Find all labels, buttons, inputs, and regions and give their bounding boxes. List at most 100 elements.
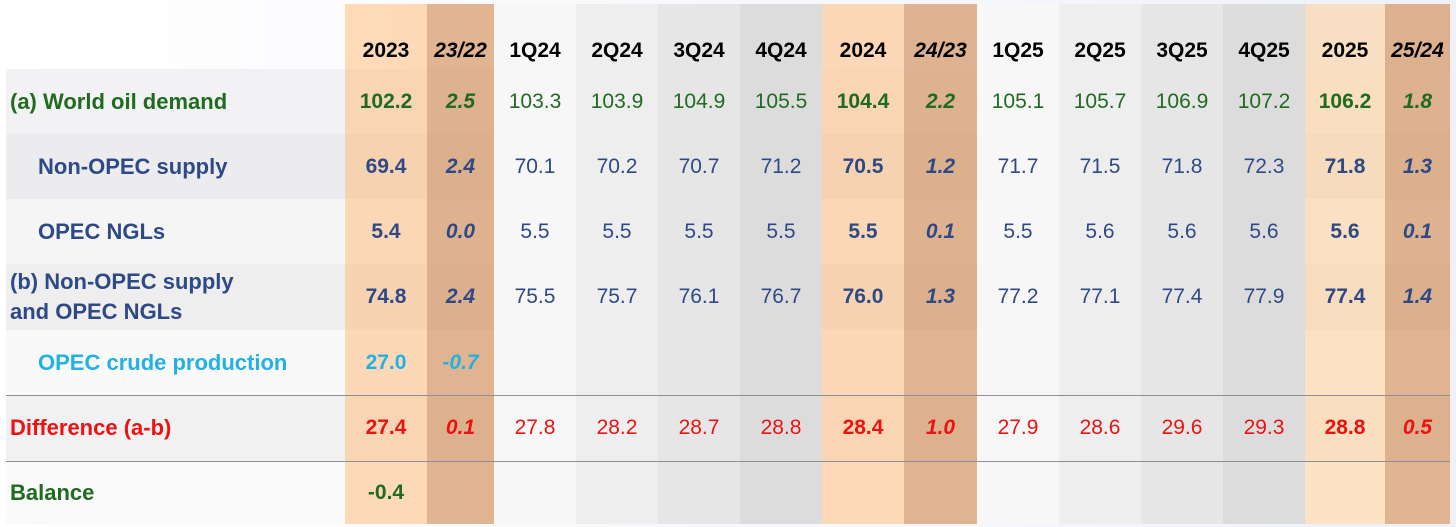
table-cell: 28.4 — [842, 416, 884, 439]
table-cell: 1.8 — [1402, 89, 1433, 113]
table-cell: 0.1 — [1402, 219, 1433, 243]
column-stripe — [1385, 4, 1450, 524]
table-cell: 1.0 — [925, 416, 956, 439]
table-cell: 104.9 — [672, 89, 726, 113]
table-cell: 70.2 — [596, 154, 638, 178]
row-label-line: (b) Non-OPEC supply — [10, 269, 234, 294]
table-cell: 27.9 — [997, 416, 1039, 439]
table-cell: 77.4 — [1161, 285, 1203, 308]
column-stripe — [345, 4, 427, 524]
table-cell: 71.8 — [1161, 154, 1203, 178]
table-cell: 71.2 — [760, 154, 802, 178]
table-cell: 77.2 — [997, 285, 1039, 308]
row-label: OPEC crude production — [38, 349, 288, 375]
table-cell: 106.2 — [1318, 89, 1372, 113]
column-stripe — [1223, 4, 1305, 524]
table-cell: 1.3 — [1402, 154, 1433, 178]
table-cell: 5.5 — [684, 219, 714, 243]
table-cell: 5.5 — [520, 219, 550, 243]
table-cell: 2.5 — [445, 89, 476, 113]
row-label: OPEC NGLs — [38, 218, 166, 244]
column-stripe — [977, 4, 1059, 524]
column-header: 2Q25 — [1074, 38, 1126, 62]
table-cell: 77.9 — [1243, 285, 1285, 308]
table-cell: -0.4 — [367, 480, 405, 504]
table-cell: 1.3 — [925, 285, 956, 308]
table-cell: 28.8 — [760, 416, 802, 439]
table-cell: 1.4 — [1402, 285, 1433, 308]
table-cell: 103.3 — [508, 89, 562, 113]
row-label: (b) Non-OPEC supply and OPEC NGLs — [10, 264, 234, 330]
column-header: 2025 — [1321, 38, 1369, 62]
column-header: 23/22 — [434, 38, 487, 62]
column-stripe — [1059, 4, 1141, 524]
table-cell: 27.0 — [365, 350, 407, 374]
table-cell: 70.1 — [514, 154, 556, 178]
table-cell: 0.5 — [1402, 416, 1433, 439]
table-cell: 71.7 — [997, 154, 1039, 178]
table-cell: 106.9 — [1155, 89, 1209, 113]
table-cell: 105.7 — [1073, 89, 1127, 113]
table-cell: 76.0 — [842, 285, 884, 308]
table-cell: 5.6 — [1330, 219, 1360, 243]
row-label: Non-OPEC supply — [38, 153, 228, 179]
column-stripe — [1305, 4, 1385, 524]
table-cell: 5.6 — [1085, 219, 1115, 243]
table-cell: 29.6 — [1161, 416, 1203, 439]
column-header: 1Q25 — [992, 38, 1044, 62]
table-cell: 77.4 — [1324, 285, 1366, 308]
table-cell: 71.5 — [1079, 154, 1121, 178]
column-header: 4Q24 — [755, 38, 807, 62]
table-cell: 77.1 — [1079, 285, 1121, 308]
table-cell: 27.8 — [514, 416, 556, 439]
column-header: 1Q24 — [509, 38, 561, 62]
row-label-line: and OPEC NGLs — [10, 299, 183, 324]
table-cell: 5.5 — [766, 219, 796, 243]
table-cell: 5.6 — [1249, 219, 1279, 243]
column-header: 2023 — [362, 38, 410, 62]
table-cell: 5.5 — [1003, 219, 1033, 243]
table-cell: 28.8 — [1324, 416, 1366, 439]
column-header: 2Q24 — [591, 38, 643, 62]
column-stripe — [576, 4, 658, 524]
table-cell: 75.5 — [514, 285, 556, 308]
table-cell: 69.4 — [365, 154, 407, 178]
column-stripe — [427, 4, 494, 524]
column-stripe — [822, 4, 904, 524]
column-header: 24/23 — [914, 38, 967, 62]
table-cell: 28.7 — [678, 416, 720, 439]
row-divider — [6, 461, 1450, 462]
table-cell: 5.6 — [1167, 219, 1197, 243]
table-cell: 2.2 — [925, 89, 956, 113]
column-header: 2024 — [839, 38, 887, 62]
table-cell: -0.7 — [442, 350, 479, 374]
table-cell: 1.2 — [925, 154, 956, 178]
column-header: 3Q24 — [673, 38, 725, 62]
table-cell: 2.4 — [445, 285, 476, 308]
table-cell: 104.4 — [836, 89, 890, 113]
table-cell: 0.1 — [445, 416, 476, 439]
table-cell: 28.6 — [1079, 416, 1121, 439]
table-cell: 5.5 — [602, 219, 632, 243]
table-cell: 5.4 — [371, 219, 401, 243]
table-cell: 75.7 — [596, 285, 638, 308]
table-cell: 72.3 — [1243, 154, 1285, 178]
table-cell: 0.1 — [925, 219, 956, 243]
column-stripe — [904, 4, 977, 524]
table-cell: 2.4 — [445, 154, 476, 178]
column-header: 3Q25 — [1156, 38, 1208, 62]
table-cell: 107.2 — [1237, 89, 1291, 113]
row-label: Difference (a-b) — [10, 415, 172, 440]
table-cell: 27.4 — [365, 416, 407, 439]
oil-balance-table: 2023 23/22 1Q24 2Q24 3Q24 4Q24 2024 24/23 1Q25 2Q… — [6, 4, 1450, 524]
table-cell: 28.2 — [596, 416, 638, 439]
table-cell: 76.7 — [760, 285, 802, 308]
column-header: 25/24 — [1391, 38, 1444, 62]
table-cell: 105.1 — [991, 89, 1045, 113]
table-cell: 5.5 — [848, 219, 878, 243]
table-cell: 71.8 — [1324, 154, 1366, 178]
column-stripe — [1141, 4, 1223, 524]
table-cell: 74.8 — [365, 285, 407, 308]
table-cell: 105.5 — [754, 89, 808, 113]
table-cell: 102.2 — [359, 89, 413, 113]
